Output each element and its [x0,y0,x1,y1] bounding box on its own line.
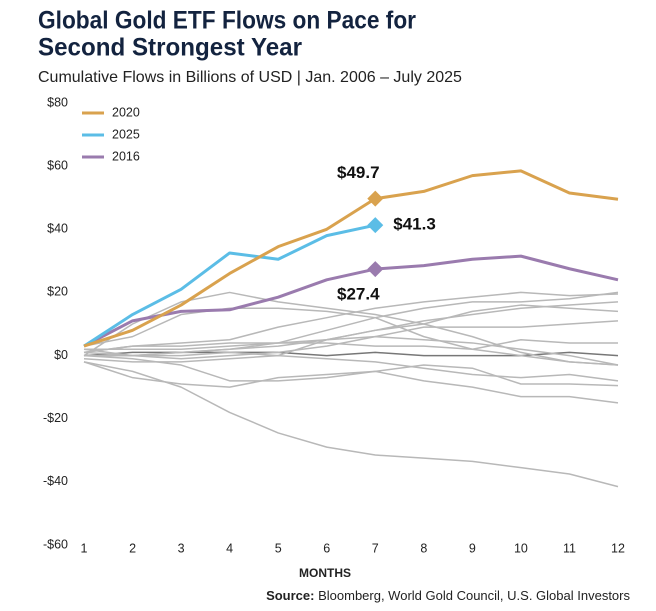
x-tick-label: 9 [469,541,476,555]
x-tick-label: 3 [178,541,185,555]
x-tick-label: 12 [611,541,625,555]
point-marker [367,190,384,207]
series-line [83,354,619,382]
y-tick-label: $60 [47,158,68,172]
legend-label: 2025 [112,127,140,141]
series-line [83,361,619,488]
source-label: Source: [266,588,314,603]
series-line [83,301,619,357]
source-text: Bloomberg, World Gold Council, U.S. Glob… [318,588,630,603]
x-tick-label: 2 [129,541,136,555]
y-tick-label: -$20 [43,411,68,425]
x-tick-label: 11 [563,541,576,555]
point-marker [367,217,384,234]
chart-title: Global Gold ETF Flows on Pace for [38,7,416,35]
data-label: $27.4 [337,285,380,304]
y-tick-label: $40 [47,222,68,236]
series-line [83,291,619,357]
series-line [84,320,619,360]
x-tick-label: 6 [323,541,330,555]
legend-label: 2016 [112,149,140,163]
x-tick-label: 4 [226,541,233,555]
series-line [83,361,619,404]
series-line [83,354,619,387]
series-line [83,169,619,348]
series-line [84,335,619,366]
y-tick-label: -$60 [43,537,68,551]
x-tick-label: 8 [420,541,427,555]
y-tick-label: -$40 [43,474,68,488]
chart-title: Second Strongest Year [38,34,302,62]
series-line [83,254,619,348]
x-tick-label: 10 [514,541,528,555]
y-tick-label: $80 [47,95,68,109]
series-line [83,223,376,348]
x-axis-label: MONTHS [299,566,351,580]
y-tick-label: $0 [54,348,68,362]
x-tick-label: 1 [81,541,88,555]
chart-subtitle: Cumulative Flows in Billions of USD | Ja… [38,69,462,86]
data-label: $41.3 [393,215,436,234]
x-tick-label: 7 [372,541,379,555]
x-tick-label: 5 [275,541,282,555]
series-line [83,307,619,366]
series-line [83,291,619,366]
point-marker [367,261,384,278]
legend-label: 2020 [112,105,140,119]
series-line [83,291,619,354]
source: Source: Bloomberg, World Gold Council, U… [266,588,630,603]
series-line [83,339,618,354]
data-label: $49.7 [337,163,380,182]
y-tick-label: $20 [47,285,68,299]
